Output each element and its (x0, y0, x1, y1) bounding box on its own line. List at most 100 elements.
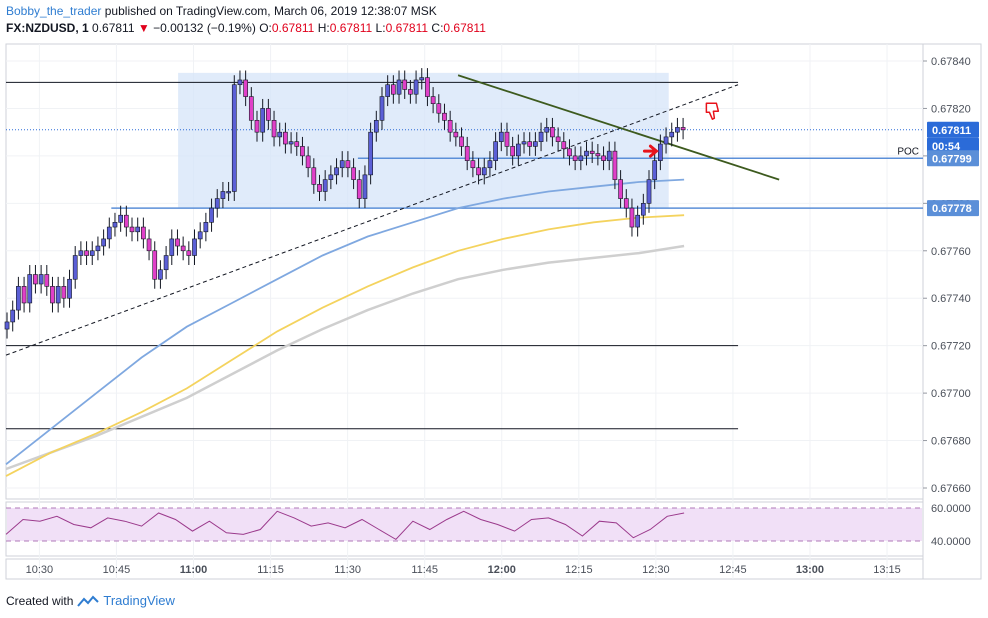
candle-body (629, 207, 635, 228)
ohlc-close-label: C: (431, 21, 444, 35)
candle-body (294, 141, 300, 147)
candle-body (447, 120, 453, 133)
footer: Created with TradingView (6, 593, 175, 608)
candle-body (175, 238, 180, 247)
candle-body (101, 238, 106, 247)
poc-label: POC (897, 146, 919, 157)
candle-body (209, 207, 214, 223)
time-axis[interactable] (5, 558, 924, 580)
candle-body (680, 127, 686, 131)
candle-body (510, 146, 515, 157)
candle-body (635, 214, 640, 228)
candle-body (459, 136, 464, 147)
ohlc-open: 0.67811 (271, 21, 315, 35)
candle-body (504, 131, 510, 147)
candle-body (521, 141, 527, 145)
candle-body (214, 198, 220, 209)
x-tick-label: 12:00 (488, 564, 516, 576)
candle-body (419, 77, 425, 81)
price-tag-label: 00:54 (932, 141, 961, 153)
candle-body (16, 286, 21, 311)
ohlc-high-label: H: (317, 21, 330, 35)
candle-body (538, 131, 544, 142)
rsi-tick-label: 60.0000 (931, 503, 971, 515)
candle-body (578, 155, 584, 161)
ohlc-close: 0.67811 (443, 21, 486, 35)
candle-body (663, 136, 669, 145)
x-tick-label: 11:30 (334, 564, 361, 576)
candle-body (55, 286, 61, 304)
candle-body (118, 214, 123, 223)
arrow-right-icon (642, 144, 659, 158)
candle-body (44, 274, 50, 287)
price-tag-label: 0.67799 (932, 153, 972, 165)
candle-body (550, 127, 555, 138)
candle-body (266, 108, 271, 121)
candle-body (453, 131, 459, 138)
x-tick-label: 12:30 (642, 564, 670, 576)
candle-body (21, 286, 27, 304)
candle-body (470, 160, 476, 169)
candle-body (675, 127, 680, 133)
candle-body (300, 146, 305, 157)
candle-body (601, 155, 606, 161)
candle-body (163, 255, 169, 271)
rsi-line (5, 510, 685, 541)
candle-body (38, 274, 44, 285)
candle-body (442, 112, 447, 121)
candle-body (123, 214, 129, 228)
x-tick-label: 13:00 (796, 564, 824, 576)
candle-body (385, 84, 391, 97)
candle-body (345, 160, 351, 169)
candle-body (328, 174, 334, 180)
candle-body (652, 160, 658, 180)
candle-body (658, 143, 663, 161)
candle-body (288, 141, 294, 145)
tradingview-brand[interactable]: TradingView (103, 593, 175, 608)
y-tick-label: 0.67840 (931, 56, 971, 68)
rsi-tick-label: 40.0000 (931, 536, 971, 548)
candle-body (493, 141, 498, 161)
candle-body (413, 79, 419, 95)
ohlc-high: 0.67811 (329, 21, 373, 35)
candle-body (623, 198, 629, 209)
down-triangle-icon: ▼ (137, 21, 150, 35)
candle-body (231, 84, 237, 192)
x-tick-label: 12:15 (565, 564, 593, 576)
candle-body (50, 286, 55, 304)
candle-body (254, 120, 260, 133)
candle-body (606, 150, 612, 161)
y-tick-label: 0.67820 (931, 103, 971, 115)
candle-body (567, 148, 572, 157)
candle-body (197, 231, 203, 240)
price-tag-label: 0.67811 (932, 125, 971, 137)
created-with-text: Created with (6, 593, 74, 608)
candle-body (476, 167, 481, 176)
candle-body (226, 191, 231, 194)
published-text: published on TradingView.com, March 06, … (104, 4, 437, 18)
author-name[interactable]: Bobby_the_trader (6, 4, 102, 18)
candle-body (408, 89, 413, 95)
candle-body (67, 278, 72, 299)
candle-body (618, 179, 623, 199)
candle-body (271, 120, 277, 138)
candle-body (89, 250, 95, 256)
ma-mid-line (5, 214, 685, 477)
candle-body (72, 255, 78, 280)
last-price: 0.67811 (92, 21, 135, 35)
candle-body (487, 160, 493, 169)
candle-body (135, 226, 141, 233)
candle-body (646, 179, 652, 204)
candle-body (305, 155, 311, 169)
candle-body (243, 79, 248, 97)
candle-body (527, 141, 533, 147)
candle-body (129, 226, 135, 233)
ma-slow-line (5, 244, 685, 471)
candle-body (180, 245, 186, 252)
candle-body (464, 146, 470, 161)
candle-body (561, 141, 567, 150)
ohlc-low: 0.67811 (385, 21, 429, 35)
price-tag-box (927, 137, 979, 154)
candle-body (112, 222, 118, 228)
